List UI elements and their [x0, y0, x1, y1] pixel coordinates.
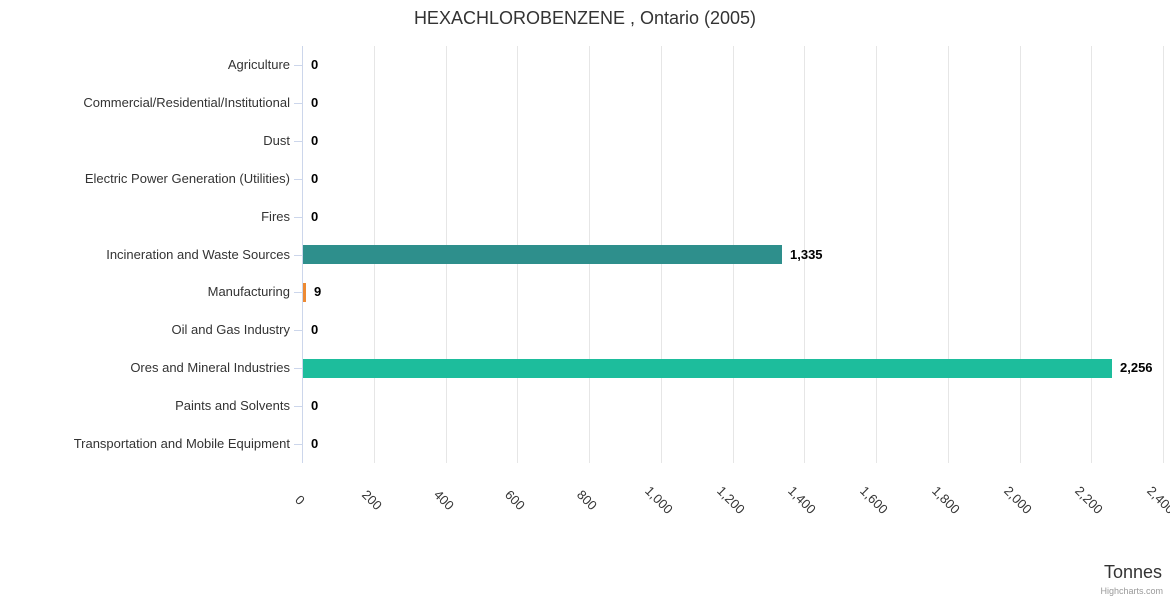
bar-value-label: 0 [311, 94, 319, 110]
category-label: Ores and Mineral Industries [130, 360, 290, 376]
category-tick [294, 444, 302, 446]
x-grid-line [1091, 46, 1093, 463]
bar-value-label: 0 [311, 208, 319, 224]
category-tick [294, 178, 302, 180]
category-tick [294, 102, 302, 104]
category-label: Fires [261, 208, 290, 224]
bar[interactable] [303, 245, 782, 264]
category-label: Commercial/Residential/Institutional [83, 94, 290, 110]
category-label: Manufacturing [207, 284, 290, 300]
x-grid-line [1163, 46, 1164, 463]
category-tick [294, 64, 302, 66]
category-tick [294, 330, 302, 332]
category-tick [294, 254, 302, 256]
x-grid-line [876, 46, 877, 463]
x-axis-tick-label: 1,400 [785, 483, 820, 517]
category-tick [294, 292, 302, 294]
bar-value-label: 0 [311, 170, 319, 186]
category-label: Agriculture [227, 56, 290, 72]
x-axis-tick-label: 200 [358, 487, 385, 513]
category-axis-line [302, 46, 303, 463]
x-axis-tick-label: 1,200 [713, 483, 748, 517]
x-axis-tick-label: 1,000 [641, 483, 676, 517]
category-label: Oil and Gas Industry [171, 322, 291, 338]
category-label: Paints and Solvents [175, 398, 290, 414]
bar-value-label: 0 [311, 322, 319, 338]
category-tick [294, 368, 302, 370]
x-grid-line [947, 46, 949, 463]
bar-value-label: 0 [311, 132, 319, 148]
category-label: Incineration and Waste Sources [106, 246, 290, 262]
category-label: Dust [263, 132, 290, 148]
x-grid-line [804, 46, 806, 463]
x-axis-title: Tonnes [1103, 562, 1162, 582]
bar-value-label: 9 [314, 284, 322, 300]
bar-value-label: 0 [311, 398, 319, 414]
x-axis-tick-label: 1,600 [857, 483, 891, 517]
x-axis-tick-label: 600 [502, 487, 529, 513]
category-tick [294, 406, 302, 408]
bar-value-label: 1,335 [790, 246, 823, 262]
x-axis-tick-label: 2,200 [1072, 483, 1107, 517]
category-label: Transportation and Mobile Equipment [73, 436, 290, 452]
x-axis-tick-label: 0 [292, 492, 308, 508]
x-axis-tick-label: 800 [574, 487, 600, 513]
category-label: Electric Power Generation (Utilities) [84, 170, 290, 186]
chart-title: HEXACHLOROBENZENE , Ontario (2005) [413, 8, 757, 28]
bar-value-label: 0 [311, 436, 319, 452]
bar[interactable] [303, 358, 1112, 378]
category-tick [294, 216, 302, 218]
bar[interactable] [303, 282, 306, 302]
x-axis-tick-label: 1,800 [928, 483, 963, 517]
bar-value-label: 0 [311, 56, 319, 72]
bar-value-label: 2,256 [1120, 360, 1153, 376]
x-axis-tick-label: 400 [430, 487, 457, 513]
plot-area [302, 46, 1164, 463]
credits-link[interactable]: Highcharts.com [1100, 586, 1163, 596]
x-grid-line [1019, 46, 1021, 463]
category-tick [294, 140, 302, 142]
x-axis-tick-label: 2,400 [1144, 483, 1170, 517]
x-axis-tick-label: 2,000 [1000, 483, 1035, 517]
